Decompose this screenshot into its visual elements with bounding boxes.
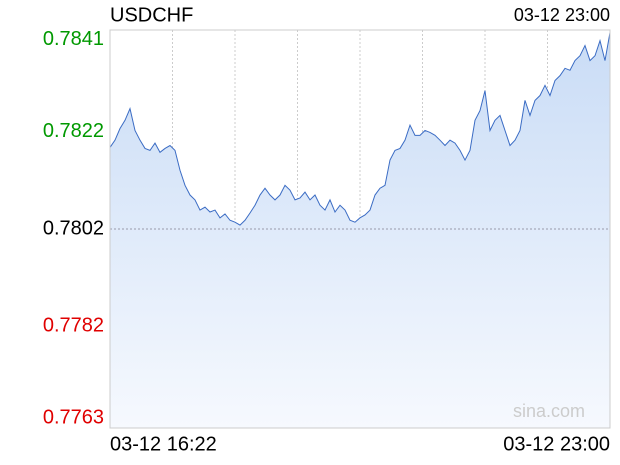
- y-tick-label: 0.7822: [43, 120, 104, 142]
- plot-frame: [109, 29, 611, 429]
- y-tick-label: 0.7802: [43, 217, 104, 239]
- price-line: [109, 32, 611, 226]
- watermark: sina.com: [513, 401, 585, 421]
- y-tick-label: 0.7841: [43, 28, 104, 50]
- chart-title: USDCHF: [110, 4, 193, 26]
- y-tick-label: 0.7763: [43, 407, 104, 429]
- x-tick-label: 03-12 23:00: [503, 433, 610, 455]
- y-tick-label: 0.7782: [43, 314, 104, 336]
- area: [110, 32, 610, 429]
- x-tick-label: 03-12 16:22: [110, 433, 217, 455]
- timestamp: 03-12 23:00: [514, 5, 610, 25]
